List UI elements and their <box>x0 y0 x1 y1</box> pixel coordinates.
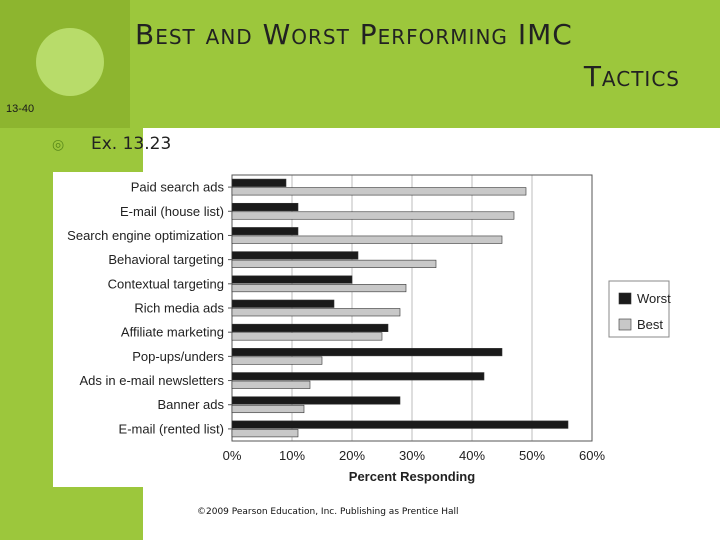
bar-worst <box>231 178 287 187</box>
category-label: Banner ads <box>158 397 225 412</box>
bar-worst <box>231 202 299 212</box>
bullet-icon: ◎ <box>52 137 65 153</box>
title-line-2: Tactics <box>583 60 680 93</box>
copyright-footer: ©2009 Pearson Education, Inc. Publishing… <box>197 507 459 517</box>
bar-worst <box>231 396 401 405</box>
legend-swatch-worst <box>618 292 632 305</box>
bar-best <box>231 211 515 220</box>
x-tick-label: 40% <box>459 448 485 463</box>
legend-swatch-best <box>618 318 632 331</box>
bar-worst <box>231 348 503 357</box>
bar-best <box>231 429 299 438</box>
category-label: Rich media ads <box>134 301 224 316</box>
category-label: Affiliate marketing <box>121 325 224 340</box>
category-label: Search engine optimization <box>67 228 224 243</box>
decorative-circle <box>36 28 104 96</box>
category-label: E-mail (rented list) <box>119 421 224 436</box>
title-line-1: Best and Worst Performing IMC <box>135 18 573 51</box>
category-label: Paid search ads <box>131 180 225 195</box>
bar-best <box>231 404 305 414</box>
bullet-text: Ex. 13.23 <box>91 134 172 154</box>
bar-worst <box>231 251 359 260</box>
category-label: Contextual targeting <box>108 276 224 291</box>
category-label: Pop-ups/unders <box>132 349 224 364</box>
bar-best <box>231 284 407 293</box>
bar-worst <box>231 323 389 332</box>
x-axis-label: Percent Responding <box>349 469 475 484</box>
category-label: E-mail (house list) <box>120 204 224 219</box>
legend-label-worst: Worst <box>637 291 671 306</box>
bar-best <box>231 235 503 244</box>
bar-best <box>231 187 527 196</box>
bar-chart: 0% 10% 20% 30% 40% 50% 60% Paid search ads E-mai… <box>67 174 671 484</box>
x-tick-label: 20% <box>339 448 365 463</box>
bar-worst <box>231 299 335 308</box>
slide-number: 13-40 <box>6 103 35 115</box>
bar-best <box>231 259 437 268</box>
x-tick-label: 30% <box>399 448 425 463</box>
category-label: Ads in e-mail newsletters <box>80 373 225 388</box>
bar-best <box>231 308 401 317</box>
chart-card: 0% 10% 20% 30% 40% 50% 60% Paid search ads E-mai… <box>53 172 671 487</box>
slide-title: Best and Worst Performing IMC Tactics <box>135 14 680 98</box>
bar-worst <box>231 420 569 429</box>
x-tick-label: 0% <box>223 448 242 463</box>
bar-worst <box>231 275 353 284</box>
bar-worst <box>231 372 485 381</box>
category-label: Behavioral targeting <box>108 252 224 267</box>
x-tick-label: 60% <box>579 448 605 463</box>
x-tick-label: 10% <box>279 448 305 463</box>
bar-best <box>231 380 311 389</box>
bar-best <box>231 332 383 341</box>
bar-worst <box>231 227 299 236</box>
bar-best <box>231 356 323 365</box>
legend-label-best: Best <box>637 317 663 332</box>
x-tick-label: 50% <box>519 448 545 463</box>
